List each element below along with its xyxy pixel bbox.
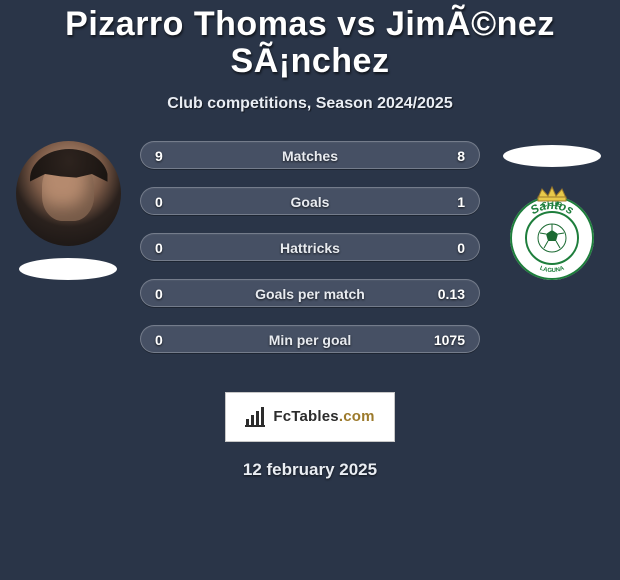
team-oval-left xyxy=(19,258,117,280)
club-badge-right: CLUB Santos LAGUNA xyxy=(502,183,602,283)
stat-row-hattricks: 0 Hattricks 0 xyxy=(140,233,480,261)
stat-right-value: 1075 xyxy=(434,326,465,352)
stat-row-mpg: 0 Min per goal 1075 xyxy=(140,325,480,353)
left-player-column xyxy=(8,141,128,280)
compare-area: 9 Matches 8 0 Goals 1 0 Hattricks 0 0 Go… xyxy=(0,141,620,386)
stat-right-value: 1 xyxy=(457,188,465,214)
stat-label: Goals xyxy=(141,188,479,214)
stat-label: Matches xyxy=(141,142,479,168)
team-oval-right xyxy=(503,145,601,167)
stat-label: Goals per match xyxy=(141,280,479,306)
chart-icon xyxy=(245,407,267,427)
stat-label: Min per goal xyxy=(141,326,479,352)
stat-right-value: 0 xyxy=(457,234,465,260)
stat-bars: 9 Matches 8 0 Goals 1 0 Hattricks 0 0 Go… xyxy=(140,141,480,371)
brand-text: FcTables.com xyxy=(273,408,374,425)
brand-text-main: FcTables xyxy=(273,408,339,425)
stat-row-matches: 9 Matches 8 xyxy=(140,141,480,169)
stat-label: Hattricks xyxy=(141,234,479,260)
stat-right-value: 8 xyxy=(457,142,465,168)
brand-text-tld: .com xyxy=(339,408,375,425)
stat-right-value: 0.13 xyxy=(438,280,465,306)
stat-row-gpm: 0 Goals per match 0.13 xyxy=(140,279,480,307)
right-player-column: CLUB Santos LAGUNA xyxy=(492,141,612,283)
player-avatar-left xyxy=(16,141,121,246)
comparison-card: Pizarro Thomas vs JimÃ©nez SÃ¡nchez Club… xyxy=(0,0,620,480)
stat-row-goals: 0 Goals 1 xyxy=(140,187,480,215)
date-label: 12 february 2025 xyxy=(0,460,620,480)
page-title: Pizarro Thomas vs JimÃ©nez SÃ¡nchez xyxy=(0,6,620,81)
season-subtitle: Club competitions, Season 2024/2025 xyxy=(0,95,620,113)
brand-box: FcTables.com xyxy=(225,392,395,442)
